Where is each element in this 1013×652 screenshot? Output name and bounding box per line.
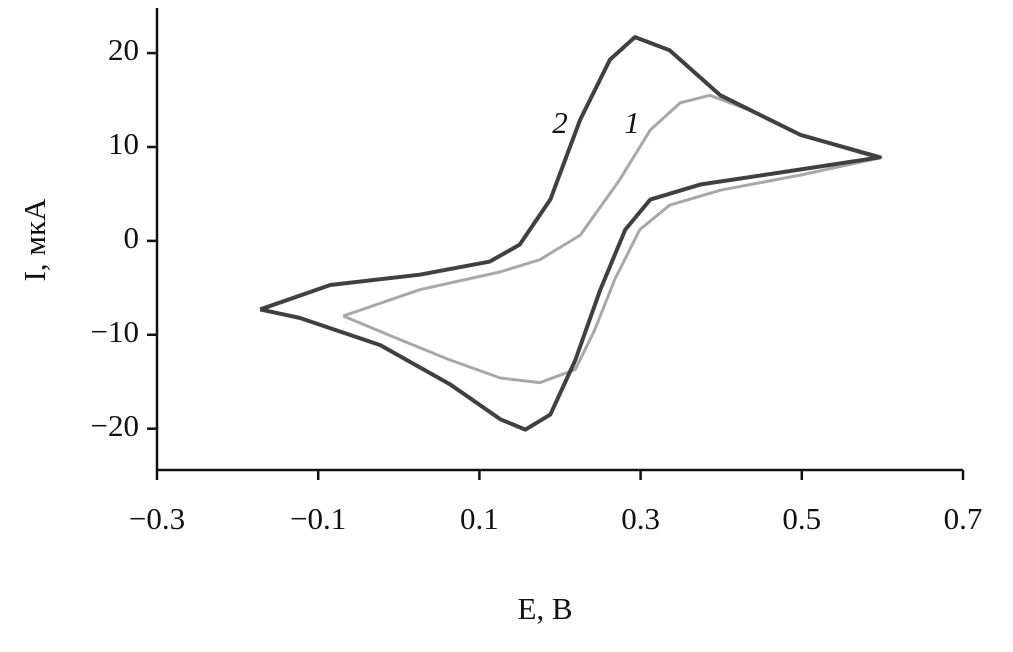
y-tick-label: 0 (124, 220, 140, 255)
y-tick-label: −10 (91, 314, 139, 349)
x-tick-label: 0.1 (460, 501, 499, 536)
curve-label: 1 (624, 105, 640, 140)
x-tick-label: 0.5 (782, 501, 821, 536)
x-tick-label: −0.3 (129, 501, 185, 536)
x-axis-label: E, В (517, 591, 572, 626)
x-tick-label: −0.1 (290, 501, 346, 536)
x-tick-label: 0.7 (944, 501, 983, 536)
cv-curve (259, 35, 882, 432)
cv-curve (342, 93, 880, 385)
y-axis-label: I, мкА (17, 198, 52, 282)
x-tick-label: 0.3 (621, 501, 660, 536)
y-tick-label: 20 (108, 32, 139, 67)
curve-label: 2 (552, 105, 568, 140)
y-tick-label: −20 (91, 408, 139, 443)
y-tick-label: 10 (108, 126, 139, 161)
